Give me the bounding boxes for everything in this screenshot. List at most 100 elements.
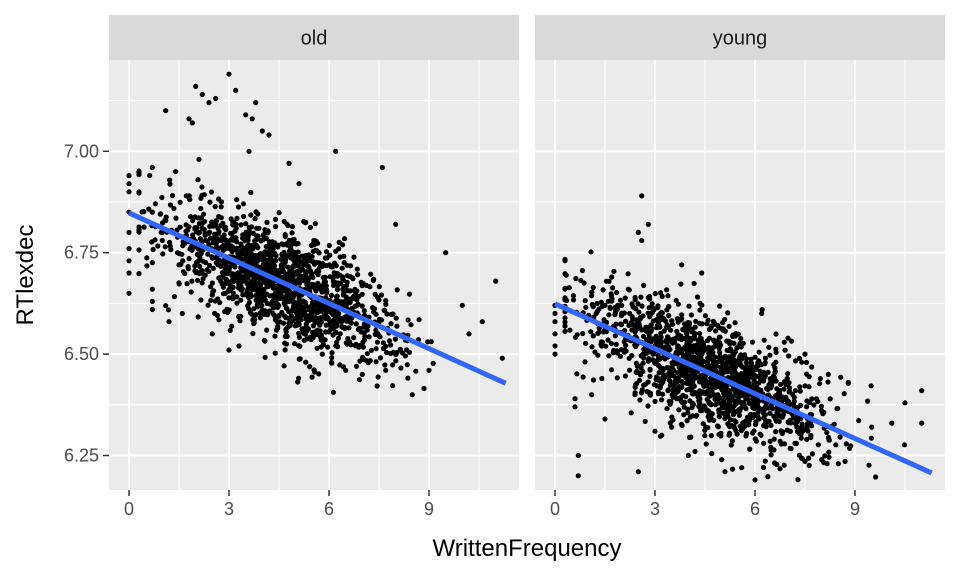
data-point [889,420,895,426]
data-point [665,387,672,393]
data-point [218,204,224,210]
data-point [209,254,215,260]
data-point [590,284,596,291]
data-point [336,239,342,245]
data-point [751,396,757,402]
data-point [686,343,692,349]
data-point [251,314,257,320]
data-point [257,315,263,321]
data-point [290,239,296,245]
data-point [218,278,224,284]
data-point [711,320,717,326]
data-point [250,283,256,289]
data-point [264,300,270,306]
data-point [601,329,607,335]
data-point [281,320,287,326]
data-point [796,452,803,458]
data-point [761,337,767,343]
data-point [572,396,578,402]
data-point [253,272,259,278]
data-point [345,336,351,342]
data-point [136,247,142,253]
data-point [176,281,182,287]
data-point [771,374,778,380]
data-point [211,288,217,294]
data-point [778,381,784,387]
data-point [247,294,253,300]
data-point [768,405,775,411]
data-point [759,307,765,313]
data-point [260,236,266,242]
data-point [265,312,271,318]
data-point [207,223,213,229]
data-point [311,261,318,267]
panel-background [109,60,519,490]
data-point [847,445,853,451]
data-point [623,318,629,324]
data-point [664,338,671,344]
data-point [666,398,672,404]
data-point [147,172,153,179]
data-point [269,239,275,246]
data-point [183,222,189,228]
data-point [287,322,293,328]
data-point [669,318,675,324]
data-point [197,254,203,261]
data-point [641,351,647,357]
data-point [264,327,270,333]
data-point [802,383,808,389]
data-point [255,244,261,250]
data-point [652,291,658,297]
data-point [335,344,341,350]
data-point [817,376,823,382]
data-point [167,239,173,246]
data-point [283,329,289,335]
data-point [236,343,242,349]
data-point [760,464,767,471]
data-point [252,253,259,259]
data-point [711,392,717,398]
data-point [725,310,731,316]
data-point [733,374,739,380]
data-point [239,286,245,292]
data-point [804,404,810,410]
regression-line [127,210,507,386]
data-point [192,263,198,269]
data-point [290,318,296,324]
data-point [194,225,200,231]
x-tick-label: 0 [124,499,134,519]
data-point [685,320,691,326]
data-point [315,309,321,315]
data-point [205,238,211,244]
data-point [272,333,278,339]
data-point [406,291,413,297]
data-point [800,426,806,432]
data-point [639,237,645,244]
data-point [670,340,676,346]
data-point [742,352,748,358]
data-point [788,446,794,452]
data-point [275,323,281,330]
data-point [149,239,155,245]
data-point [184,281,190,287]
data-point [797,355,803,361]
data-point [689,400,696,406]
data-point [717,342,724,348]
data-point [685,406,691,412]
data-point [658,310,664,316]
data-point [186,116,192,122]
data-point [341,253,347,259]
data-point [233,225,239,231]
data-point [640,333,647,339]
data-point [669,414,675,420]
data-point [240,201,247,207]
data-point [295,263,301,269]
data-point [708,350,714,356]
data-point [679,422,685,428]
data-point [761,440,767,446]
data-point [186,193,192,199]
data-point [149,306,155,313]
data-point [720,327,726,333]
data-point [281,313,288,319]
data-point [773,416,779,422]
